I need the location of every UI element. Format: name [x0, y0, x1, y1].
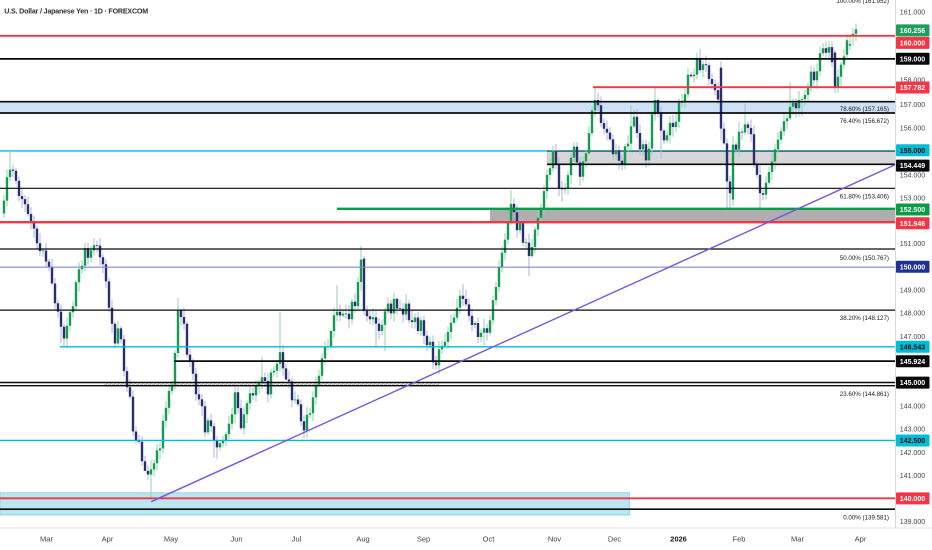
- svg-text:151.000: 151.000: [900, 241, 925, 248]
- svg-text:146.543: 146.543: [900, 344, 925, 351]
- svg-text:23.60% (144.861): 23.60% (144.861): [840, 391, 889, 398]
- svg-text:141.000: 141.000: [900, 473, 925, 480]
- svg-text:U.S. Dollar / Japanese Yen · 1: U.S. Dollar / Japanese Yen · 1D · FOREXC…: [4, 8, 148, 16]
- svg-text:158.000: 158.000: [900, 78, 925, 85]
- svg-text:Mar: Mar: [40, 535, 53, 544]
- svg-text:153.000: 153.000: [900, 195, 925, 202]
- svg-text:139.000: 139.000: [900, 519, 925, 526]
- svg-text:150.000: 150.000: [900, 264, 925, 271]
- svg-text:Mar: Mar: [791, 535, 804, 544]
- svg-text:Aug: Aug: [356, 535, 369, 544]
- svg-text:151.946: 151.946: [900, 221, 925, 228]
- svg-text:140.000: 140.000: [900, 496, 925, 503]
- svg-text:Apr: Apr: [855, 535, 867, 544]
- svg-text:May: May: [164, 535, 178, 544]
- svg-text:160.000: 160.000: [900, 41, 925, 48]
- svg-text:143.000: 143.000: [900, 427, 925, 434]
- svg-text:Jul: Jul: [292, 535, 302, 544]
- svg-text:156.000: 156.000: [900, 125, 925, 132]
- svg-text:2026: 2026: [670, 535, 687, 544]
- svg-text:154.449: 154.449: [900, 163, 925, 170]
- svg-text:145.924: 145.924: [900, 359, 925, 366]
- svg-text:154.000: 154.000: [900, 173, 925, 180]
- svg-text:Apr: Apr: [102, 535, 114, 544]
- svg-text:155.000: 155.000: [900, 148, 925, 155]
- svg-text:157.000: 157.000: [900, 102, 925, 109]
- svg-text:147.000: 147.000: [900, 334, 925, 341]
- svg-text:100.00% (161.952): 100.00% (161.952): [836, 0, 889, 5]
- svg-text:145.000: 145.000: [900, 380, 925, 387]
- svg-text:Feb: Feb: [733, 535, 746, 544]
- svg-text:38.20% (148.127): 38.20% (148.127): [840, 315, 889, 322]
- svg-text:78.60% (157.165): 78.60% (157.165): [840, 106, 889, 113]
- svg-text:142.500: 142.500: [900, 438, 925, 445]
- svg-text:Jun: Jun: [230, 535, 242, 544]
- svg-text:157.782: 157.782: [900, 85, 925, 92]
- svg-text:76.40% (156.672): 76.40% (156.672): [840, 118, 889, 125]
- svg-text:148.000: 148.000: [900, 311, 925, 318]
- svg-text:160.256: 160.256: [900, 28, 925, 35]
- svg-text:0.00% (139.581): 0.00% (139.581): [843, 515, 889, 522]
- svg-text:Sep: Sep: [417, 535, 430, 544]
- svg-text:Nov: Nov: [548, 535, 562, 544]
- svg-text:Oct: Oct: [483, 535, 496, 544]
- svg-text:Dec: Dec: [608, 535, 622, 544]
- svg-text:159.000: 159.000: [900, 56, 925, 63]
- svg-text:142.000: 142.000: [900, 450, 925, 457]
- svg-text:152.500: 152.500: [900, 207, 925, 214]
- svg-text:61.80% (153.406): 61.80% (153.406): [840, 193, 889, 200]
- svg-text:144.000: 144.000: [900, 403, 925, 410]
- svg-text:161.000: 161.000: [900, 10, 925, 17]
- svg-text:149.000: 149.000: [900, 288, 925, 295]
- svg-text:50.00% (150.767): 50.00% (150.767): [840, 255, 889, 262]
